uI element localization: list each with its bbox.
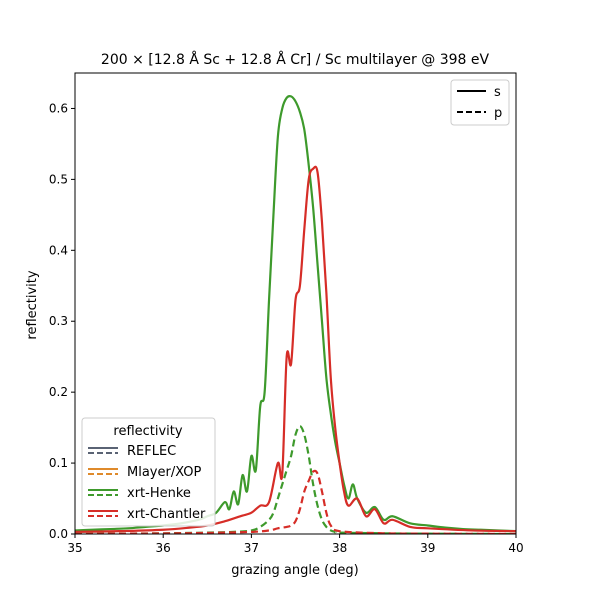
legend-codes-box bbox=[81, 417, 216, 527]
legend-code-label-reflec: REFLEC bbox=[127, 444, 176, 459]
legend-polarization: sp bbox=[450, 79, 510, 126]
legend-code-label-xrt-henke: xrt-Henke bbox=[127, 486, 191, 501]
series-line-xrt-chantler-s bbox=[75, 165, 516, 533]
x-tick-label: 39 bbox=[420, 541, 435, 555]
x-tick-label: 35 bbox=[67, 541, 82, 555]
series-line-xrt-henke-p bbox=[75, 425, 516, 534]
y-tick-label: 0.5 bbox=[49, 172, 68, 186]
legend-code-label-xrt-chantler: xrt-Chantler bbox=[127, 507, 206, 522]
chart-title: 200 × [12.8 Å Sc + 12.8 Å Cr] / Sc multi… bbox=[101, 51, 490, 68]
y-tick-label: 0.1 bbox=[49, 456, 68, 470]
x-tick-label: 36 bbox=[156, 541, 171, 555]
y-tick-label: 0.0 bbox=[49, 527, 68, 541]
x-tick-label: 40 bbox=[508, 541, 523, 555]
legend-codes-title: reflectivity bbox=[113, 424, 183, 439]
x-tick-label: 37 bbox=[244, 541, 259, 555]
plot-area: 35 36 37 38 39 40 0.0 0.1 0.2 0.3 0.4 0.5 0.6 sp refle… bbox=[49, 72, 524, 555]
y-tick-label: 0.2 bbox=[49, 385, 68, 399]
x-axis-label: grazing angle (deg) bbox=[231, 563, 358, 578]
plot-frame bbox=[74, 72, 517, 535]
y-tick-label: 0.4 bbox=[49, 243, 68, 257]
legend-code-label-mlayer-xop: Mlayer/XOP bbox=[127, 465, 202, 480]
y-tick-label: 0.3 bbox=[49, 314, 68, 328]
series-line-xrt-chantler-p bbox=[75, 469, 516, 534]
x-tick-label: 38 bbox=[332, 541, 347, 555]
legend-polarization-label-s: s bbox=[494, 85, 501, 100]
y-axis-label: reflectivity bbox=[25, 270, 40, 340]
legend-codes: reflectivity REFLEC Mlayer/XOP xrt-Henke xrt… bbox=[81, 417, 216, 527]
legend-polarization-label-p: p bbox=[494, 106, 502, 121]
y-tick-label: 0.6 bbox=[49, 101, 68, 115]
